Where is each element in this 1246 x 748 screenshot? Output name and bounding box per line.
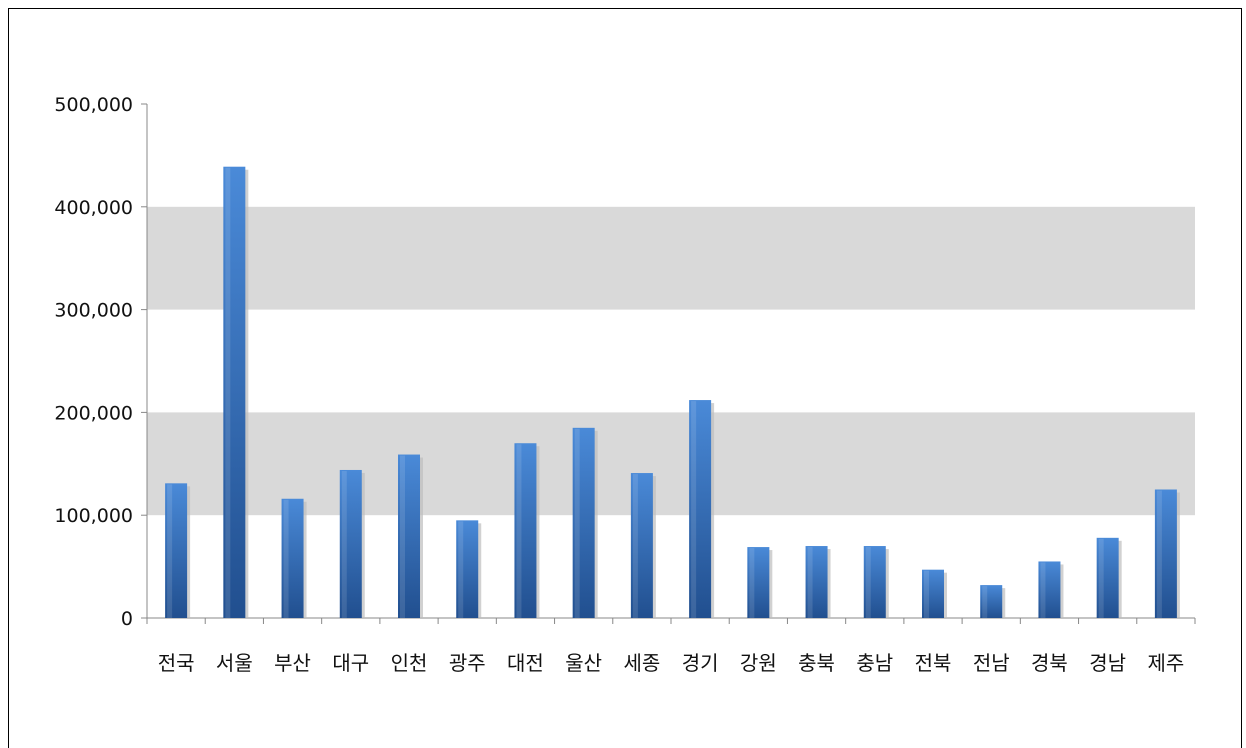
grid-band (147, 412, 1195, 516)
grid-bands (147, 206, 1195, 516)
bar-highlight (167, 484, 173, 618)
x-category-label: 전남 (973, 651, 1010, 675)
x-category-label: 부산 (274, 651, 311, 675)
bar-highlight (283, 499, 289, 618)
bar (1038, 561, 1061, 618)
bar-highlight (400, 455, 405, 618)
x-category-label: 대구 (332, 651, 369, 675)
axes (146, 104, 1196, 624)
bar-highlight (1040, 562, 1046, 618)
y-tick-label: 100,000 (54, 505, 133, 527)
bar (689, 400, 712, 618)
bar (805, 546, 828, 618)
y-tick-label: 500,000 (54, 94, 133, 116)
y-tick-label: 300,000 (54, 300, 133, 322)
bar (514, 443, 537, 618)
bar (747, 547, 770, 618)
bar-highlight (865, 547, 871, 618)
bar (223, 166, 246, 618)
bar-highlight (225, 167, 231, 618)
bar-highlight (574, 428, 580, 618)
x-category-label: 경기 (682, 651, 719, 675)
x-category-label: 대전 (507, 651, 544, 675)
bar (1154, 489, 1177, 618)
bar (165, 483, 188, 618)
bar-highlight (924, 570, 929, 618)
x-axis-labels: 전국 서울 부산 대구 인천 광주 대전 울산 세종 경기 강원 충북 충남 전북 전남 경북 경남 제주 (158, 651, 1185, 675)
bar (281, 498, 304, 618)
x-category-label: 울산 (565, 651, 602, 675)
bar (456, 520, 479, 618)
x-category-label: 인천 (391, 651, 428, 675)
bar (922, 569, 944, 618)
bars (165, 166, 1180, 618)
bar-highlight (691, 401, 697, 618)
bar-highlight (982, 586, 988, 618)
bar (398, 454, 420, 618)
bar-highlight (749, 548, 755, 618)
bar-highlight (458, 521, 464, 618)
x-category-label: 경남 (1089, 651, 1126, 675)
y-tick-label: 0 (121, 608, 133, 630)
bar-highlight (1156, 490, 1162, 618)
bar (630, 473, 653, 618)
x-category-label: 광주 (449, 651, 486, 675)
bar (339, 469, 362, 618)
x-category-label: 전국 (158, 651, 195, 675)
x-category-label: 서울 (216, 651, 253, 675)
bar-highlight (1098, 538, 1104, 618)
bar-highlight (807, 547, 813, 618)
bar (1096, 537, 1119, 618)
x-category-label: 세종 (623, 651, 660, 675)
y-axis-ticks: 0 100,000 200,000 300,000 400,000 500,000 (54, 94, 147, 630)
grid-band (147, 206, 1195, 310)
x-category-label: 충북 (798, 651, 835, 675)
y-tick-label: 400,000 (54, 197, 133, 219)
bar (980, 585, 1003, 618)
bar (572, 427, 595, 618)
x-category-label: 경북 (1031, 651, 1068, 675)
bar-highlight (632, 474, 638, 618)
bar-highlight (516, 444, 522, 618)
x-category-label: 전북 (915, 651, 952, 675)
x-category-label: 충남 (856, 651, 893, 675)
bar (863, 546, 886, 618)
chart-frame (8, 8, 1242, 748)
x-category-label: 제주 (1147, 651, 1184, 675)
y-tick-label: 200,000 (54, 402, 133, 424)
x-category-label: 강원 (740, 651, 777, 675)
bar-highlight (341, 470, 347, 618)
